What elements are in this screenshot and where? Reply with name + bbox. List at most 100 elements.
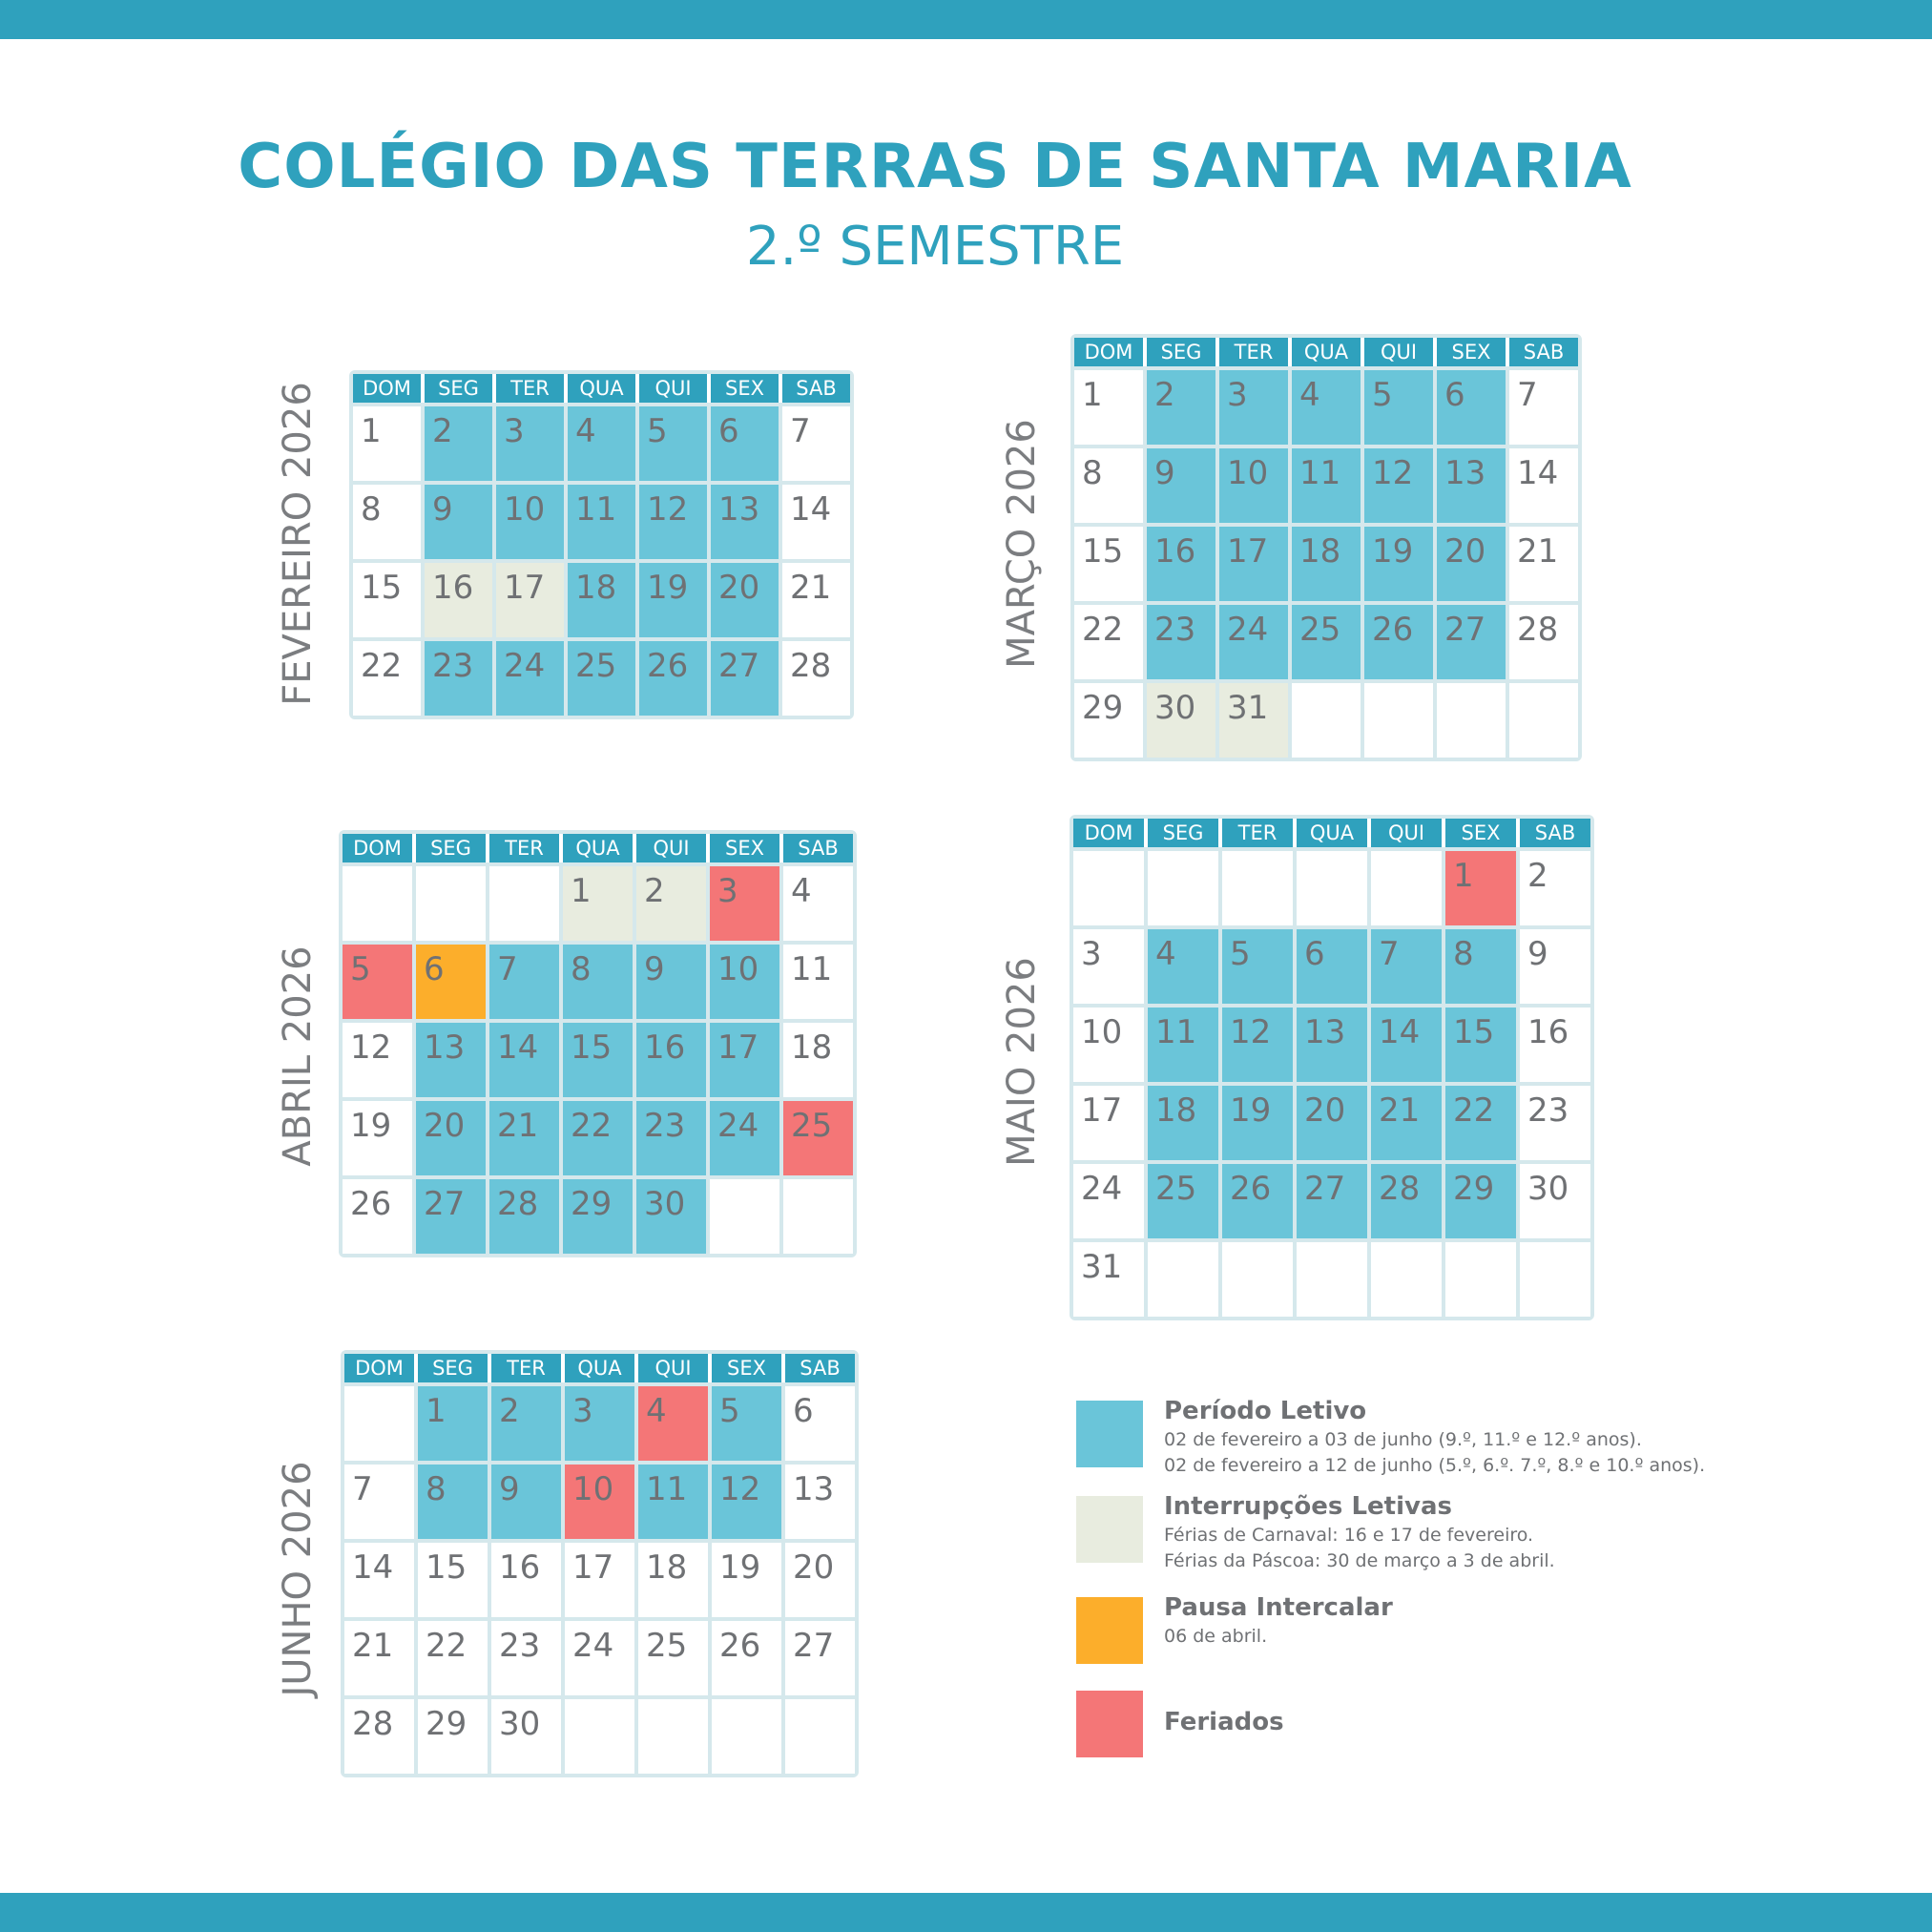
day-cell: 26 [1222,1164,1293,1238]
empty-day-cell [1445,1242,1516,1317]
day-cell: 4 [1148,929,1218,1004]
day-cell: 9 [1520,929,1590,1004]
legend-description: Férias da Páscoa: 30 de março a 3 de abr… [1164,1550,1555,1571]
weekday-label: SAB [783,834,853,862]
day-cell: 13 [1437,448,1506,523]
day-cell: 1 [563,866,633,941]
weekday-label: SEX [1437,338,1506,366]
day-cell: 20 [1437,527,1506,601]
weekday-label: QUI [639,374,707,403]
empty-day-cell [1297,851,1367,925]
day-cell: 18 [568,563,635,637]
day-cell: 17 [1073,1086,1144,1160]
empty-day-cell [1148,851,1218,925]
empty-day-cell [1371,851,1442,925]
day-cell: 12 [1222,1008,1293,1082]
weekday-label: SEG [1147,338,1215,366]
day-cell: 26 [712,1621,781,1695]
legend-description: 06 de abril. [1164,1626,1268,1647]
day-cell: 11 [568,485,635,559]
day-cell: 15 [353,563,421,637]
day-cell: 10 [565,1465,634,1539]
month-label: ABRIL 2026 [276,945,320,1167]
month-label: JUNHO 2026 [276,1461,320,1697]
empty-day-cell [1437,683,1506,758]
days-grid: 1 2 3 4 5 6 7 8 9 10 11 12 13 14 15 16 17 18 19 20 21 22 23 24 2… [344,1386,855,1774]
day-cell: 24 [710,1101,779,1175]
day-cell: 22 [1074,605,1143,679]
day-cell: 7 [782,406,850,481]
empty-day-cell [343,866,412,941]
weekday-label: QUA [1297,819,1367,847]
empty-day-cell [489,866,559,941]
day-cell: 1 [1445,851,1516,925]
day-cell: 22 [353,641,421,716]
weekday-label: QUA [568,374,635,403]
weekday-label: SEG [1148,819,1218,847]
day-cell: 5 [1364,370,1433,445]
day-cell: 18 [783,1023,853,1097]
weekday-label: QUA [1292,338,1361,366]
day-cell: 13 [785,1465,855,1539]
day-cell: 20 [785,1543,855,1617]
day-cell: 5 [1222,929,1293,1004]
day-cell: 27 [1297,1164,1367,1238]
weekday-label: SAB [782,374,850,403]
day-cell: 13 [416,1023,486,1097]
month-calendar: DOM SEG TER QUA QUI SEX SAB 1 2 3 4 5 6 7 8 9 10 11 12 13 14… [341,1350,859,1777]
page-title: COLÉGIO DAS TERRAS DE SANTA MARIA [238,132,1632,202]
weekday-label: DOM [344,1354,414,1382]
empty-day-cell [1222,1242,1293,1317]
day-cell: 2 [636,866,706,941]
empty-day-cell [1364,683,1433,758]
day-cell: 19 [1364,527,1433,601]
day-cell: 16 [1520,1008,1590,1082]
day-cell: 14 [782,485,850,559]
day-cell: 8 [563,945,633,1019]
empty-day-cell [783,1179,853,1254]
day-cell: 2 [1520,851,1590,925]
day-cell: 9 [425,485,492,559]
legend-title: Interrupções Letivas [1164,1492,1452,1521]
day-cell: 21 [344,1621,414,1695]
day-cell: 30 [491,1699,561,1774]
day-cell: 28 [1509,605,1578,679]
day-cell: 22 [563,1101,633,1175]
days-grid: 1 2 3 4 5 6 7 8 9 10 11 12 13 14 15 16 17 18 19 20 21 22 23 24 2… [1074,370,1578,758]
day-cell: 9 [1147,448,1215,523]
day-cell: 25 [568,641,635,716]
day-cell: 20 [711,563,779,637]
weekday-label: QUA [565,1354,634,1382]
legend-description: 02 de fevereiro a 03 de junho (9.º, 11.º… [1164,1429,1642,1450]
day-cell: 9 [636,945,706,1019]
weekday-label: SAB [1509,338,1578,366]
day-cell: 18 [638,1543,708,1617]
weekday-label: TER [496,374,564,403]
empty-day-cell [1297,1242,1367,1317]
day-cell: 27 [416,1179,486,1254]
day-cell: 20 [416,1101,486,1175]
weekday-header: DOM SEG TER QUA QUI SEX SAB [353,374,850,403]
empty-day-cell [565,1699,634,1774]
day-cell: 11 [783,945,853,1019]
day-cell: 24 [496,641,564,716]
empty-day-cell [1148,1242,1218,1317]
day-cell: 12 [639,485,707,559]
days-grid: 1 2 3 4 5 6 7 8 9 10 11 12 13 14 15 16 17 18 19 20 21 22 23 24 2… [1073,851,1590,1317]
weekday-label: SEG [416,834,486,862]
empty-day-cell [1073,851,1144,925]
empty-day-cell [712,1699,781,1774]
legend-title: Feriados [1164,1708,1284,1736]
weekday-label: DOM [343,834,412,862]
day-cell: 18 [1292,527,1361,601]
empty-day-cell [785,1699,855,1774]
day-cell: 3 [565,1386,634,1461]
day-cell: 8 [418,1465,488,1539]
day-cell: 16 [636,1023,706,1097]
legend-swatch [1076,1691,1143,1757]
day-cell: 23 [425,641,492,716]
day-cell: 10 [710,945,779,1019]
month-calendar: DOM SEG TER QUA QUI SEX SAB 1 2 3 4 5 6 7 8 9 10 11 12 13 14… [349,370,854,719]
day-cell: 20 [1297,1086,1367,1160]
day-cell: 14 [1371,1008,1442,1082]
